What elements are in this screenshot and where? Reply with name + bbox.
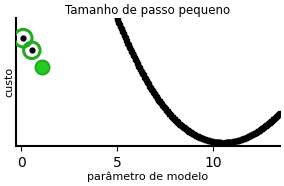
Point <box>30 49 34 52</box>
Point <box>21 37 26 40</box>
X-axis label: parâmetro de modelo: parâmetro de modelo <box>87 171 208 182</box>
Point <box>30 49 34 52</box>
Y-axis label: custo: custo <box>4 67 14 97</box>
Point <box>40 65 45 68</box>
Point <box>21 37 26 40</box>
Title: Tamanho de passo pequeno: Tamanho de passo pequeno <box>65 4 230 17</box>
